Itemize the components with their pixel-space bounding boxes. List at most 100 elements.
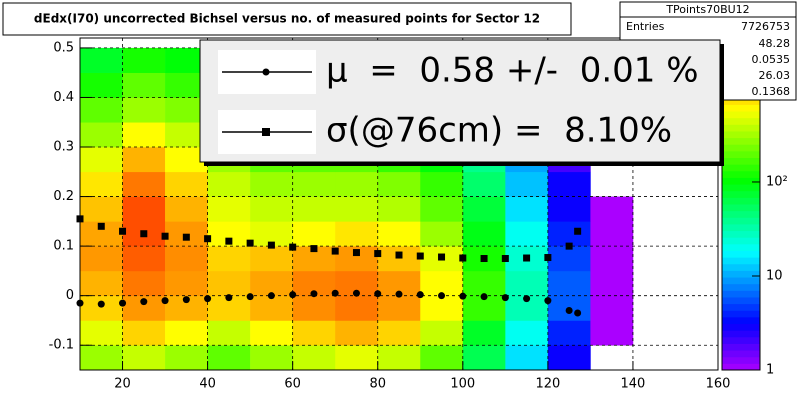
colorbar-segment [722, 296, 760, 305]
heat-cell [505, 270, 549, 296]
z-tick-label: 10² [766, 174, 788, 189]
profile-point [267, 241, 275, 249]
heat-cell [377, 320, 421, 346]
colorbar-segment [722, 356, 760, 364]
profile-point [501, 294, 509, 302]
heat-cell [122, 246, 166, 272]
legend-marker [262, 128, 270, 136]
heat-cell [250, 345, 293, 371]
chart-title: dEdx(I70) uncorrected Bichsel versus no.… [34, 12, 540, 26]
heat-cell [462, 196, 506, 222]
heat-cell [80, 97, 123, 123]
colorbar-segment [722, 336, 760, 344]
colorbar-segment [722, 97, 760, 105]
profile-point [140, 230, 148, 238]
colorbar-segment [722, 277, 760, 285]
plot-frame [79, 37, 719, 371]
y-tick-label: 0 [66, 288, 74, 303]
heat-cell [377, 345, 421, 371]
heat-cell [547, 221, 591, 247]
profile-point [395, 251, 403, 259]
x-tick-label: 160 [706, 377, 731, 392]
colorbar-segment [722, 190, 760, 198]
colorbar-segment [722, 104, 760, 112]
heat-cell [292, 196, 336, 222]
heat-cell [505, 171, 549, 197]
heat-cell [80, 122, 123, 148]
stats-title: TPoints70BU12 [665, 3, 749, 16]
heat-cell [505, 221, 549, 247]
z-tick-label: 1 [766, 363, 774, 378]
heat-cell [547, 270, 591, 296]
profile-point [182, 233, 190, 241]
heat-cell [335, 295, 379, 321]
x-tick-label: 60 [284, 377, 301, 392]
profile-point [267, 292, 275, 300]
profile-point [225, 294, 233, 302]
heat-cell [207, 196, 251, 222]
profile-point [289, 291, 297, 299]
heat-cell [250, 295, 293, 321]
heat-cell [250, 320, 293, 346]
profile-point [119, 227, 127, 235]
profile-point [182, 296, 190, 304]
heat-cell [80, 270, 123, 296]
heat-cell [377, 171, 421, 197]
legend-marker [262, 68, 270, 76]
profile-point [161, 232, 169, 240]
heat-cell [122, 196, 166, 222]
colorbar-segment [722, 250, 760, 258]
heat-cell [80, 295, 123, 321]
heat-cell [462, 221, 506, 247]
colorbar-segment [722, 270, 760, 278]
colorbar-segment [722, 310, 760, 318]
heat-cell [462, 345, 506, 371]
y-tick-label: 0.5 [53, 40, 74, 55]
heat-cell [292, 221, 336, 247]
colorbar-segment [722, 137, 760, 145]
heat-cell [420, 295, 464, 321]
heat-cell [122, 147, 166, 173]
heat-cell [207, 246, 251, 272]
colorbar-segment [722, 130, 760, 139]
colorbar-segment [722, 350, 760, 358]
heat-cell [420, 221, 464, 247]
heat-cell [420, 196, 464, 222]
profile-point [459, 292, 467, 300]
profile-point [204, 235, 212, 243]
legend-label: σ(@76cm) = 8.10% [326, 111, 672, 151]
heat-cell [335, 221, 379, 247]
heat-cell [165, 345, 208, 371]
heat-cell [122, 47, 166, 73]
heat-cell [505, 320, 549, 346]
heat-cell [590, 320, 634, 346]
stats-value: 0.0535 [752, 53, 791, 66]
heat-cell [80, 147, 123, 173]
heat-cell [80, 196, 123, 222]
heat-cell [547, 246, 591, 272]
heat-cell [122, 97, 166, 123]
heat-cell [377, 221, 421, 247]
heat-cell [590, 221, 634, 247]
colorbar-segment [722, 157, 760, 165]
heat-cell [292, 320, 336, 346]
heat-cell [80, 246, 123, 272]
profile-point [140, 298, 148, 306]
heat-cell [547, 320, 591, 346]
colorbar-segment [722, 363, 760, 371]
y-tick-label: 0.1 [53, 239, 74, 254]
profile-point [97, 300, 105, 308]
heat-cell [207, 270, 251, 296]
colorbar-segment [722, 170, 760, 178]
profile-point [374, 250, 382, 258]
stats-value: 0.1368 [752, 85, 791, 98]
profile-point [204, 295, 212, 303]
profile-point [523, 295, 531, 303]
heat-cell [335, 345, 379, 371]
heat-cell [165, 246, 208, 272]
heat-cell [377, 196, 421, 222]
title-box [2, 2, 572, 36]
y-tick-label: -0.1 [49, 338, 74, 353]
colorbar-segment [722, 150, 760, 159]
